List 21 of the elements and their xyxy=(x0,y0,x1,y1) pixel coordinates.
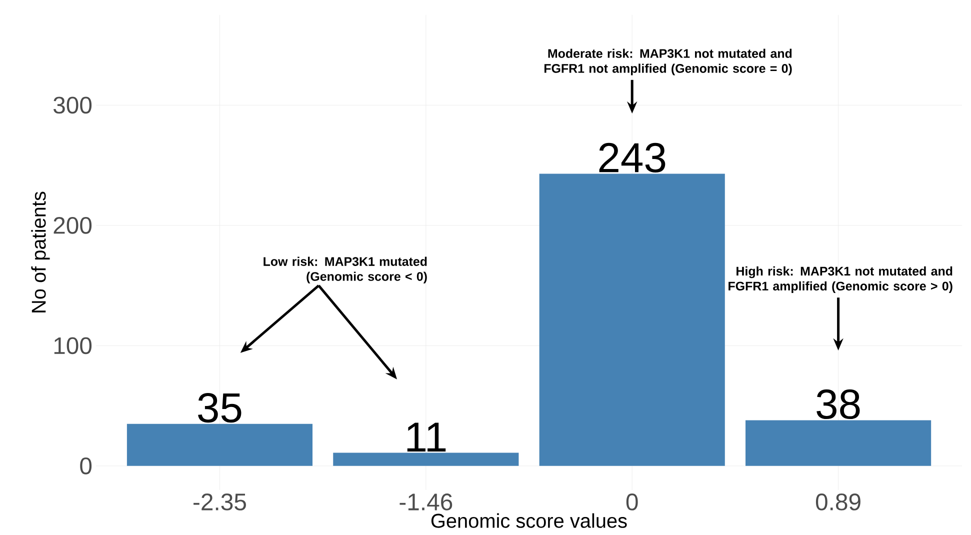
bar xyxy=(126,424,313,466)
data-label: 38 xyxy=(816,389,860,420)
bar xyxy=(333,452,519,466)
bar xyxy=(539,174,725,466)
x-tick-label: 0 xyxy=(626,494,638,510)
annotation: Moderate risk: MAP3K1 not mutated and FGFR1 not amplified (Genomic score = 0) xyxy=(544,48,792,76)
x-axis-title: Genomic score values xyxy=(431,513,627,528)
annotation: High risk: MAP3K1 not mutated and FGFR1 amplified (Genomic score > 0) xyxy=(728,266,952,293)
bar xyxy=(746,420,932,466)
annotation: Low risk: MAP3K1 mutated (Genomic score < 0) xyxy=(264,256,427,284)
y-tick-label: 200 xyxy=(54,216,92,234)
y-tick-label: 0 xyxy=(80,457,92,474)
x-tick-label: 0.89 xyxy=(816,494,860,510)
y-tick-label: 300 xyxy=(54,96,92,114)
y-tick-label: 100 xyxy=(54,337,92,354)
data-label: 11 xyxy=(407,422,446,452)
data-label: 35 xyxy=(198,393,242,423)
x-tick-label: -1.46 xyxy=(400,494,452,510)
y-axis-title: No of patients xyxy=(31,192,50,312)
data-label: 243 xyxy=(599,142,666,173)
x-tick-label: -2.35 xyxy=(194,494,246,510)
